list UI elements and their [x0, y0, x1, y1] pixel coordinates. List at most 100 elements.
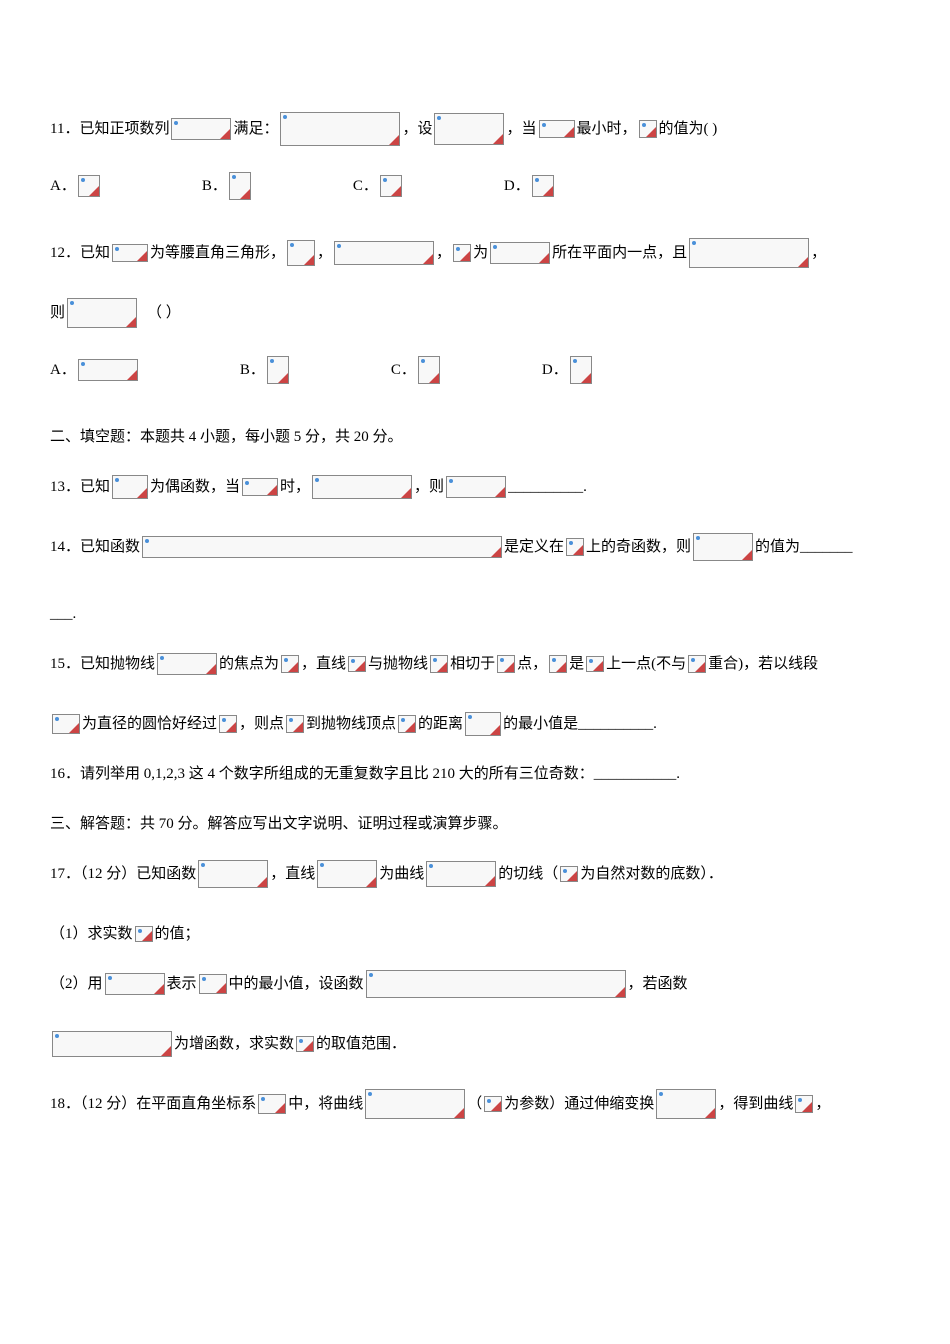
formula-placeholder [334, 241, 434, 265]
formula-placeholder [453, 244, 471, 262]
choice-c: C． [353, 165, 404, 207]
q17-e: 为自然对数的底数）． [580, 853, 723, 895]
question-18: 18．（12 分）在平面直角坐标系 中，将曲线 （ 为参数）通过伸缩变换 ，得到… [50, 1083, 900, 1125]
formula-placeholder [229, 172, 251, 200]
choice-d: D． [504, 165, 556, 207]
formula-placeholder [532, 175, 554, 197]
question-15-line2: 为直径的圆恰好经过 ，则点 到抛物线顶点 的距离 的最小值是__________… [50, 703, 900, 745]
section-2-text: 二、填空题：本题共 4 小题，每小题 5 分，共 20 分。 [50, 416, 403, 458]
choice-label-c: C． [353, 165, 378, 207]
formula-placeholder [78, 359, 138, 381]
q18-get: ，得到曲线 [718, 1083, 793, 1125]
formula-placeholder [490, 242, 550, 264]
q16-text: 16．请列举用 0,1,2,3 这 4 个数字所组成的无重复数字且比 210 大… [50, 753, 680, 795]
q13-prefix: 13．已知 [50, 466, 110, 508]
question-12: 12．已知 为等腰直角三角形， ， ， 为 所在平面内一点，且 ， [50, 232, 900, 274]
q15-distance: 的距离 [418, 703, 463, 745]
formula-placeholder [348, 656, 366, 672]
choice-label-d: D． [504, 165, 530, 207]
q11-min: 最小时， [577, 108, 637, 150]
formula-placeholder [157, 653, 217, 675]
q17-tangent: 的切线（ [498, 853, 558, 895]
question-13: 13．已知 为偶函数，当 时， ，则 __________. [50, 466, 900, 508]
formula-placeholder [105, 973, 165, 995]
formula-placeholder [286, 715, 304, 733]
formula-placeholder [171, 118, 231, 140]
q13-ze: ，则 [414, 466, 444, 508]
formula-placeholder [135, 926, 153, 942]
question-17-part1: （1）求实数 的值； [50, 913, 900, 955]
question-17-part2: （2）用 表示 中的最小值，设函数 ，若函数 [50, 963, 900, 1005]
q12-c3: ， [811, 232, 826, 274]
formula-placeholder [52, 1031, 172, 1057]
choice-label-a: A． [50, 165, 76, 207]
formula-placeholder [281, 655, 299, 673]
formula-placeholder [689, 238, 809, 268]
q17-curve: 为曲线 [379, 853, 424, 895]
q12-prefix: 12．已知 [50, 232, 110, 274]
formula-placeholder [560, 866, 578, 882]
formula-placeholder [52, 714, 80, 734]
q11-prefix: 11．已知正项数列 [50, 108, 169, 150]
formula-placeholder [267, 356, 289, 384]
formula-placeholder [198, 860, 268, 888]
q13-even: 为偶函数，当 [150, 466, 240, 508]
formula-placeholder [67, 298, 137, 328]
formula-placeholder [296, 1036, 314, 1052]
q17-range: 的取值范围． [316, 1023, 406, 1065]
formula-placeholder [566, 538, 584, 556]
formula-placeholder [398, 715, 416, 733]
q12-choices: A． B． C． D． [50, 349, 900, 391]
formula-placeholder [639, 120, 657, 138]
formula-placeholder [688, 655, 706, 673]
formula-placeholder [693, 533, 753, 561]
q14-val: 的值为_______ [755, 526, 853, 568]
formula-placeholder [380, 175, 402, 197]
section-3-text: 三、解答题：共 70 分。解答应写出文字说明、证明过程或演算步骤。 [50, 803, 508, 845]
q15-diameter: 为直径的圆恰好经过 [82, 703, 217, 745]
choice-c: C． [391, 349, 442, 391]
choice-b: B． [240, 349, 291, 391]
q12-c1: ， [317, 232, 332, 274]
formula-placeholder [434, 113, 504, 145]
q15-focus: 的焦点为 [219, 643, 279, 685]
formula-placeholder [426, 861, 496, 887]
formula-placeholder [365, 1089, 465, 1119]
q15-min: 的最小值是__________. [503, 703, 657, 745]
choice-a: A． [50, 165, 102, 207]
formula-placeholder [549, 655, 567, 673]
q15-tovertex: 到抛物线顶点 [306, 703, 396, 745]
formula-placeholder [484, 1096, 502, 1112]
question-12-line2: 则 （ ） [50, 292, 900, 334]
formula-placeholder [242, 478, 278, 496]
formula-placeholder [366, 970, 626, 998]
formula-placeholder [795, 1095, 813, 1113]
formula-placeholder [570, 356, 592, 384]
formula-placeholder [430, 655, 448, 673]
q14-def: 是定义在 [504, 526, 564, 568]
q18-param: （ [467, 1083, 482, 1125]
formula-placeholder [446, 476, 506, 498]
question-14: 14．已知函数 是定义在 上的奇函数，则 的值为_______ [50, 526, 900, 568]
q14-odd: 上的奇函数，则 [586, 526, 691, 568]
q11-set: ，设 [402, 108, 432, 150]
question-14-end: ___. [50, 593, 900, 635]
formula-placeholder [78, 175, 100, 197]
q15-dian: 点， [517, 643, 547, 685]
q15-shi: 是 [569, 643, 584, 685]
choice-b: B． [202, 165, 253, 207]
choice-label-b: B． [202, 165, 227, 207]
q12-plane: 所在平面内一点，且 [552, 232, 687, 274]
q12-paren: （ ） [147, 292, 181, 334]
formula-placeholder [258, 1094, 286, 1114]
q17-prefix: 17．（12 分）已知函数 [50, 853, 196, 895]
q14-prefix: 14．已知函数 [50, 526, 140, 568]
choice-label-d: D． [542, 349, 568, 391]
q14-end: ___. [50, 593, 76, 635]
q17-biaoshi: 表示 [167, 963, 197, 1005]
q13-shi: 时， [280, 466, 310, 508]
q18-prefix: 18．（12 分）在平面直角坐标系 [50, 1083, 256, 1125]
formula-placeholder [465, 712, 501, 736]
q15-zedian: ，则点 [239, 703, 284, 745]
q17-ruo: ，若函数 [628, 963, 688, 1005]
